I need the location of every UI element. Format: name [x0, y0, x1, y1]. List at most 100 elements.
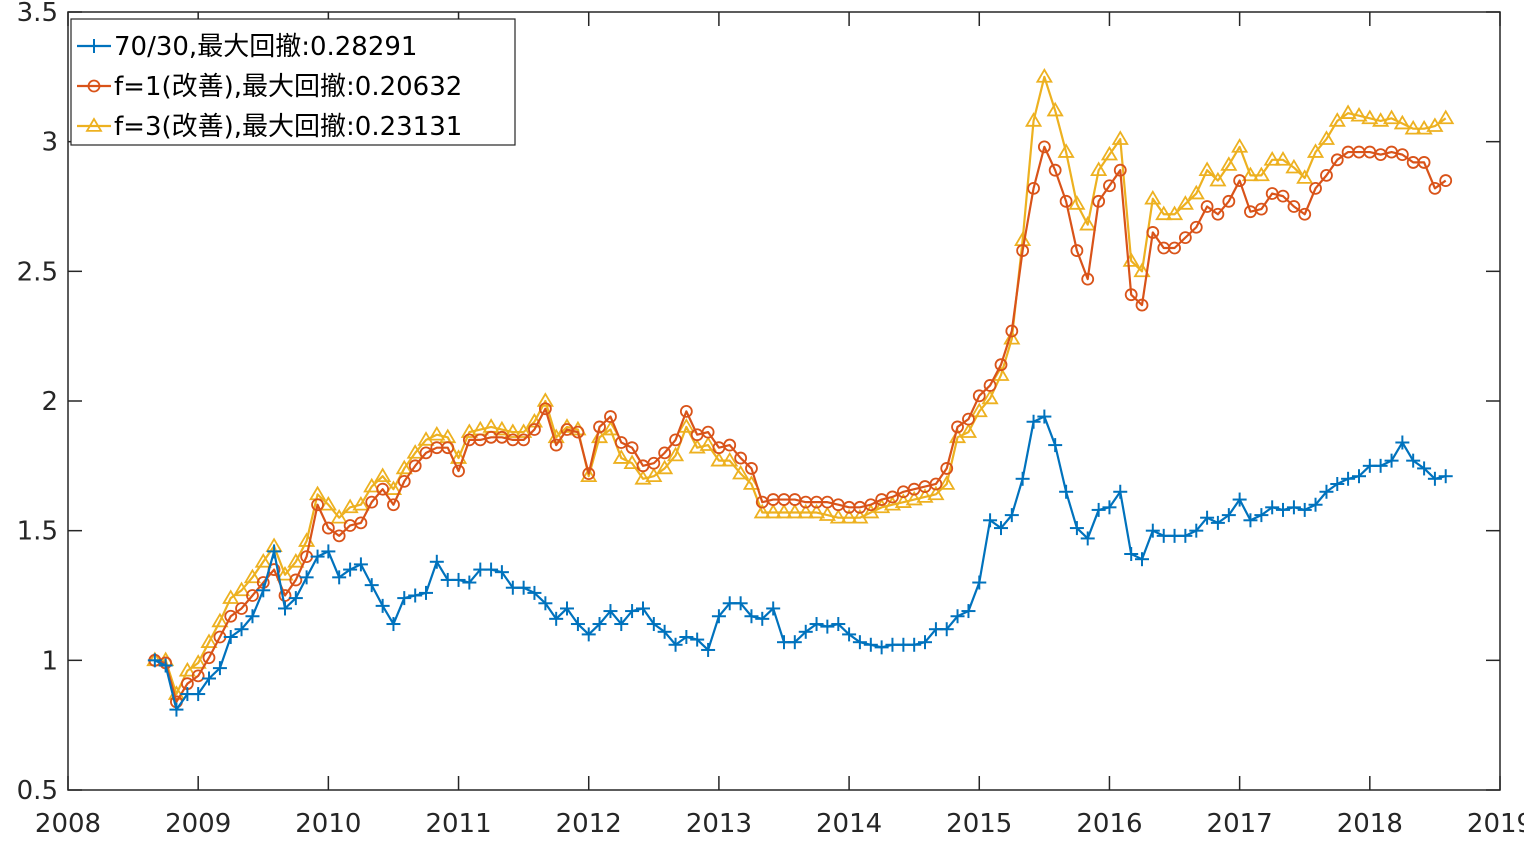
data-point-plus	[1308, 497, 1323, 512]
legend-label: f=3(改善),最大回撤:0.23131	[114, 112, 462, 142]
data-point-triangle	[276, 565, 294, 581]
data-point-triangle	[580, 467, 598, 483]
data-point-plus	[820, 619, 835, 634]
data-point-triangle	[374, 467, 392, 483]
data-point-circle	[1222, 194, 1236, 208]
data-point-plus	[538, 596, 553, 611]
x-tick-label: 2012	[556, 809, 622, 839]
data-point-triangle	[590, 428, 609, 444]
ticks-layer: 2008 2009 2010 2011 2012 2013 2014 2015 2016 2017…	[17, 0, 1524, 839]
data-point-plus	[939, 622, 954, 637]
data-point-triangle	[211, 612, 229, 628]
data-point-plus	[983, 513, 998, 528]
data-point-triangle	[612, 449, 630, 464]
data-point-triangle	[406, 444, 424, 459]
data-point-plus	[429, 554, 444, 569]
data-point-circle	[864, 498, 878, 512]
data-point-circle	[582, 467, 596, 481]
x-tick-label: 2009	[165, 809, 231, 839]
data-point-circle	[419, 446, 433, 460]
data-point-plus	[592, 617, 607, 632]
data-point-plus	[353, 557, 368, 572]
data-point-triangle	[341, 498, 359, 514]
data-point-plus	[310, 549, 325, 564]
series-2	[148, 140, 1453, 709]
data-point-plus	[212, 661, 227, 676]
data-point-triangle	[352, 495, 370, 511]
data-point-triangle	[1350, 106, 1368, 122]
data-point-circle	[517, 433, 531, 447]
data-point-circle	[1037, 140, 1051, 154]
data-point-triangle	[1046, 101, 1064, 117]
data-point-triangle	[1100, 145, 1119, 161]
series-3	[146, 68, 1455, 700]
data-point-plus	[1113, 484, 1128, 499]
data-point-plus	[1243, 513, 1258, 528]
data-point-circle	[1027, 181, 1040, 195]
data-point-triangle	[493, 420, 511, 436]
data-point-circle	[365, 495, 379, 509]
data-point-triangle	[623, 454, 641, 470]
data-point-circle	[397, 474, 411, 488]
data-point-plus	[907, 637, 922, 652]
x-tick-label: 2010	[295, 809, 361, 839]
data-point-circle	[528, 423, 541, 436]
data-point-plus	[386, 617, 401, 632]
data-point-triangle	[1263, 151, 1281, 166]
data-point-plus	[1254, 508, 1269, 523]
data-point-plus	[1232, 492, 1247, 507]
data-point-plus	[559, 601, 574, 616]
data-point-plus	[581, 627, 596, 642]
data-point-plus	[1004, 508, 1019, 523]
y-tick-label: 1	[41, 646, 58, 676]
data-point-triangle	[287, 553, 305, 568]
data-point-triangle	[1220, 156, 1238, 171]
data-point-circle	[1048, 163, 1062, 177]
data-point-triangle	[677, 418, 695, 433]
data-point-triangle	[1437, 109, 1455, 125]
data-point-triangle	[1068, 195, 1086, 210]
x-tick-label: 2014	[816, 809, 882, 839]
data-point-circle	[1330, 153, 1344, 167]
data-point-plus	[278, 601, 293, 616]
data-point-plus	[1297, 502, 1312, 517]
data-point-triangle	[1317, 130, 1336, 145]
data-point-circle	[441, 441, 455, 455]
data-point-plus	[614, 617, 629, 632]
data-point-triangle	[1361, 109, 1379, 125]
data-point-plus	[1286, 500, 1301, 515]
data-point-plus	[711, 609, 726, 624]
data-point-plus	[1037, 409, 1052, 424]
data-point-circle	[1124, 288, 1138, 302]
data-point-triangle	[1144, 189, 1162, 205]
data-point-plus	[646, 617, 661, 632]
data-point-plus	[874, 640, 889, 655]
data-point-circle	[951, 420, 964, 434]
data-point-circle	[1298, 207, 1312, 221]
data-point-plus	[1275, 502, 1290, 517]
data-point-plus	[451, 572, 466, 587]
data-point-plus	[158, 658, 173, 673]
data-point-plus	[1026, 414, 1041, 429]
data-point-circle	[1146, 226, 1160, 239]
data-point-triangle	[1393, 114, 1411, 130]
data-point-triangle	[1198, 161, 1216, 176]
data-point-plus	[256, 583, 271, 598]
data-point-plus	[419, 585, 433, 600]
data-point-circle	[647, 456, 661, 470]
data-point-plus	[267, 544, 282, 559]
data-point-circle	[571, 425, 585, 439]
data-point-circle	[745, 462, 758, 475]
data-point-circle	[1189, 220, 1203, 234]
data-point-circle	[376, 482, 390, 496]
data-point-triangle	[330, 508, 348, 524]
data-point-plus	[1221, 508, 1236, 523]
data-point-circle	[202, 651, 216, 665]
y-tick-label: 0.5	[17, 776, 58, 806]
data-point-plus	[288, 591, 303, 606]
data-point-plus	[201, 671, 216, 686]
data-point-plus	[1352, 469, 1367, 484]
data-point-triangle	[1426, 117, 1444, 132]
data-point-plus	[1189, 523, 1204, 538]
